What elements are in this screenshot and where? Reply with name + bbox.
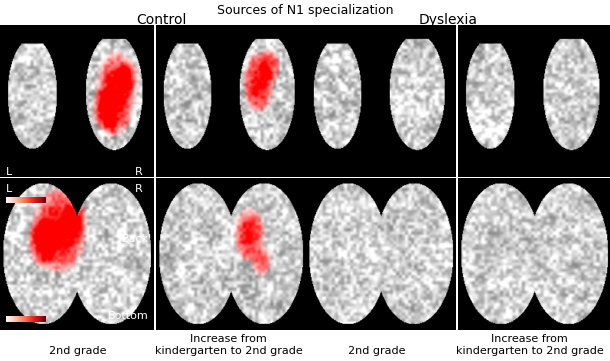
Text: ↑: ↑ (12, 213, 18, 219)
Text: Control: Control (137, 13, 187, 27)
Text: L: L (6, 184, 12, 194)
Text: Bottom: Bottom (109, 311, 149, 321)
Text: ↑: ↑ (26, 321, 32, 327)
Text: 2nd grade: 2nd grade (348, 345, 406, 356)
Text: Increase from
kindergarten to 2nd grade: Increase from kindergarten to 2nd grade (456, 334, 603, 356)
Text: R: R (135, 167, 143, 177)
Text: ↑: ↑ (12, 321, 18, 327)
Text: L: L (6, 167, 12, 177)
Text: Dyslexia: Dyslexia (419, 13, 478, 27)
Text: Sources of N1 specialization: Sources of N1 specialization (217, 4, 393, 17)
Text: 2nd grade: 2nd grade (49, 345, 107, 356)
Text: ↑: ↑ (26, 213, 32, 219)
Text: R: R (135, 184, 143, 194)
Text: Back: Back (122, 234, 149, 244)
Text: Increase from
kindergarten to 2nd grade: Increase from kindergarten to 2nd grade (155, 334, 303, 356)
Text: ↑: ↑ (41, 213, 47, 219)
